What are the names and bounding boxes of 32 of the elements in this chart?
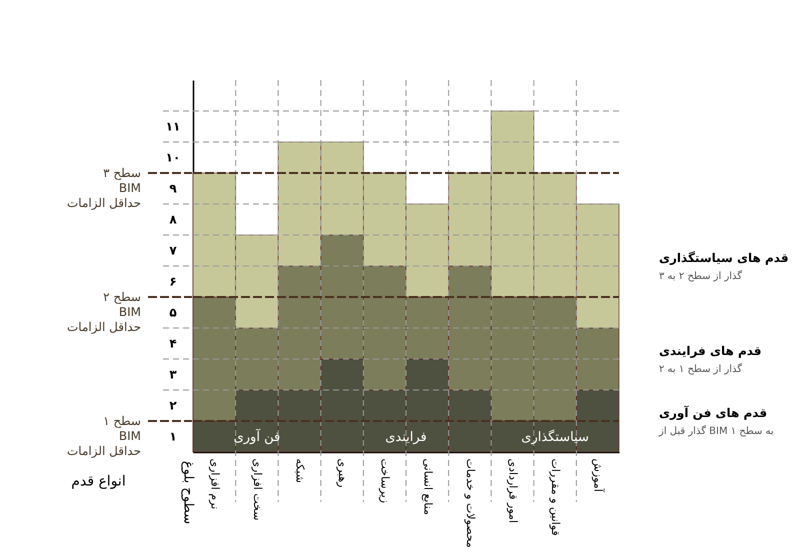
x-tick-label: رهبری xyxy=(336,458,350,488)
y-tick-label: ۳ xyxy=(169,368,178,382)
x-tick-label: امور قراردادی xyxy=(506,458,520,524)
x-tick-label: سخت افزاری xyxy=(250,458,264,520)
y-tick-label: ۸ xyxy=(169,212,178,226)
x-tick-label: آموزش xyxy=(592,458,606,493)
y-tick-label: ۶ xyxy=(169,274,177,288)
text: گذار از سطح ۲ به ۳ xyxy=(659,270,742,282)
y-tick-label: ۷ xyxy=(169,244,178,258)
x-tick-label: نرم افزاری xyxy=(208,458,222,510)
x-axis-title: انواع قدم xyxy=(71,474,126,490)
x-tick-label: منابع انسانی xyxy=(421,458,434,516)
text: گذار قبل از BIM به سطح ۱ xyxy=(658,425,774,437)
y-tick-label: ۱۰ xyxy=(166,150,180,164)
text: قدم های سیاستگذاری xyxy=(659,251,789,265)
x-tick-label: زیرساخت xyxy=(378,458,392,504)
y-axis-title: سطوح بلوغ xyxy=(180,460,196,524)
annotation: فرایندی xyxy=(385,430,427,445)
text: قدم های فن آوری xyxy=(659,405,768,420)
x-tick-label: شبکه xyxy=(294,458,306,484)
y-tick-label: ۱۱ xyxy=(166,120,180,134)
y-tick-label: ۲ xyxy=(169,398,178,412)
annotation: سیاستگذاری xyxy=(521,429,589,445)
text: قدم های فرایندی xyxy=(659,344,762,358)
x-tick-label: محصولات و خدمات xyxy=(464,458,477,548)
y-tick-label: ۴ xyxy=(169,336,177,350)
y-tick-label: ۱ xyxy=(169,430,177,444)
y-tick-label: ۹ xyxy=(169,182,178,196)
text: گذار از سطح ۱ به ۲ xyxy=(659,363,742,375)
annotation: فن آوری xyxy=(234,428,280,445)
x-tick-label: قوانین و مقررات xyxy=(549,458,562,536)
y-tick-label: ۵ xyxy=(169,306,177,320)
